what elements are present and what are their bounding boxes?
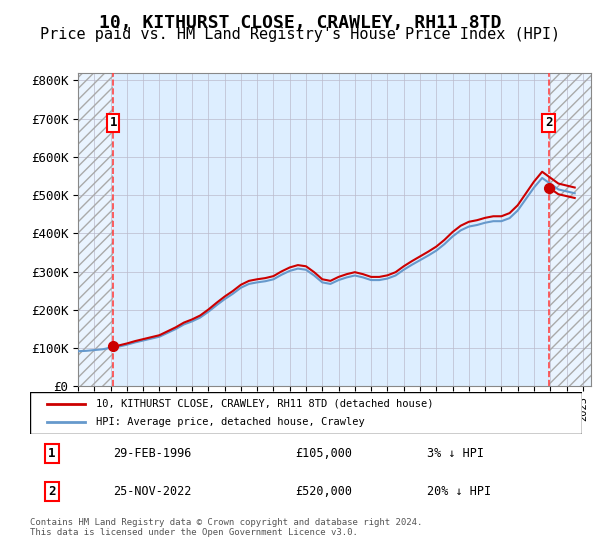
Text: £105,000: £105,000 bbox=[295, 447, 352, 460]
Text: 25-NOV-2022: 25-NOV-2022 bbox=[113, 485, 191, 498]
Bar bbox=[78, 73, 113, 386]
Text: £520,000: £520,000 bbox=[295, 485, 352, 498]
Bar bbox=[548, 73, 591, 386]
Bar bbox=[78, 73, 113, 386]
Bar bbox=[548, 73, 591, 386]
FancyBboxPatch shape bbox=[30, 392, 582, 434]
Text: 20% ↓ HPI: 20% ↓ HPI bbox=[427, 485, 491, 498]
Text: 1: 1 bbox=[109, 116, 117, 129]
Text: 10, KITHURST CLOSE, CRAWLEY, RH11 8TD: 10, KITHURST CLOSE, CRAWLEY, RH11 8TD bbox=[99, 14, 501, 32]
Text: 2: 2 bbox=[545, 116, 553, 129]
Text: Price paid vs. HM Land Registry's House Price Index (HPI): Price paid vs. HM Land Registry's House … bbox=[40, 27, 560, 42]
Text: 3% ↓ HPI: 3% ↓ HPI bbox=[427, 447, 484, 460]
Text: 10, KITHURST CLOSE, CRAWLEY, RH11 8TD (detached house): 10, KITHURST CLOSE, CRAWLEY, RH11 8TD (d… bbox=[96, 399, 434, 409]
Text: 2: 2 bbox=[49, 485, 56, 498]
Text: 29-FEB-1996: 29-FEB-1996 bbox=[113, 447, 191, 460]
Text: Contains HM Land Registry data © Crown copyright and database right 2024.
This d: Contains HM Land Registry data © Crown c… bbox=[30, 518, 422, 538]
Text: 1: 1 bbox=[49, 447, 56, 460]
Text: HPI: Average price, detached house, Crawley: HPI: Average price, detached house, Craw… bbox=[96, 417, 365, 427]
